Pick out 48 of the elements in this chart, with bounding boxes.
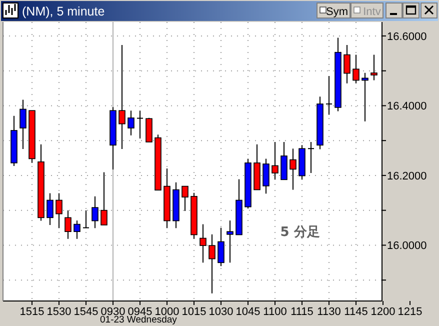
y-tick-label: 16.0000 xyxy=(387,240,427,252)
annotation: 5 分足 xyxy=(280,225,320,240)
x-tick-label: 1145 xyxy=(344,306,368,318)
x-tick-label: 1130 xyxy=(317,306,341,318)
candlestick xyxy=(272,141,278,180)
candlestick xyxy=(290,148,296,190)
candlestick xyxy=(326,76,332,116)
x-tick-label: 1100 xyxy=(263,306,287,318)
text: 01-23 Wednesday xyxy=(100,314,178,326)
x-tick-label: 1545 xyxy=(74,306,98,318)
candlestick xyxy=(64,210,72,240)
candlestick xyxy=(146,117,152,142)
candlestick xyxy=(20,99,26,150)
candlestick xyxy=(370,54,378,81)
x-tick-label: 1200 xyxy=(370,306,396,318)
candlestick xyxy=(92,196,98,229)
text: Sym xyxy=(326,6,348,18)
candlestick xyxy=(56,192,62,229)
candlestick xyxy=(200,224,206,264)
candlestick xyxy=(262,158,270,194)
x-tick-label: 1115 xyxy=(290,306,314,318)
candlestick xyxy=(218,227,224,267)
x-tick-label: 1015 xyxy=(182,306,206,318)
candlestick xyxy=(182,186,188,212)
text: Intv xyxy=(363,6,382,18)
candlestick xyxy=(82,210,90,228)
y-tick-label: 16.6000 xyxy=(387,30,427,43)
x-tick-label: 1030 xyxy=(208,306,234,318)
candlestick xyxy=(352,54,360,84)
candlestick xyxy=(362,72,368,122)
y-tick-label: 16.4000 xyxy=(387,100,427,113)
candlestick xyxy=(118,44,126,150)
candlestick xyxy=(100,172,108,226)
x-tick-label: 1530 xyxy=(46,306,72,318)
x-tick-label: 1515 xyxy=(20,306,44,318)
candlestick xyxy=(208,234,216,294)
x-tick-label: 1045 xyxy=(236,306,260,318)
chart-title: (NM), 5 minute xyxy=(22,4,105,18)
candlestick xyxy=(46,192,54,226)
candlestick xyxy=(74,220,80,240)
candlestick xyxy=(280,141,288,180)
candlestick xyxy=(308,141,314,174)
candlestick xyxy=(136,110,144,139)
y-tick-label: 16.2000 xyxy=(387,170,427,182)
x-tick-label: 1215 xyxy=(398,306,422,318)
candlestick xyxy=(344,44,350,84)
candlestick xyxy=(226,220,234,264)
candlestick xyxy=(128,110,134,136)
